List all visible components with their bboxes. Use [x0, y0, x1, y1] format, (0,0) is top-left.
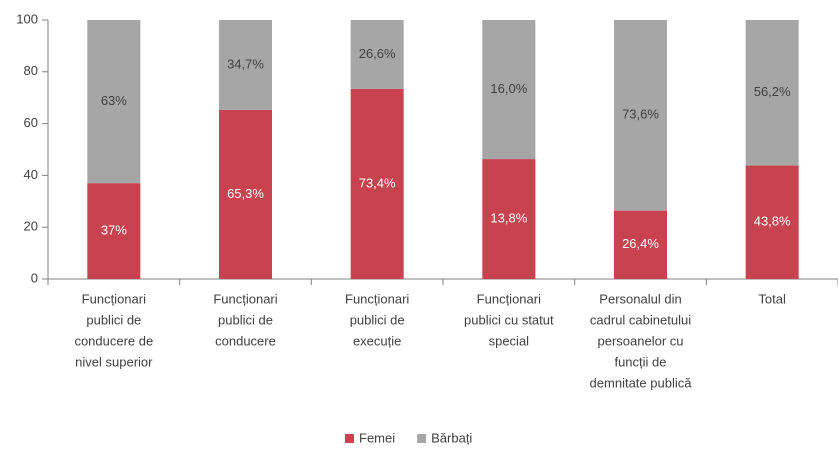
bar-segment — [482, 159, 536, 279]
data-label: 13,8% — [490, 210, 527, 225]
y-tick-label: 100 — [16, 11, 38, 26]
data-label: 56,2% — [754, 84, 791, 99]
legend-label: Femei — [359, 430, 395, 445]
x-tick-label: Funcționari — [477, 291, 541, 306]
data-label: 65,3% — [227, 186, 264, 201]
data-label: 73,4% — [359, 175, 396, 190]
bar-segment — [350, 20, 404, 89]
x-tick-label: Funcționari — [82, 291, 146, 306]
bar-segment — [219, 20, 272, 110]
x-tick-label: Personalul din — [599, 291, 681, 306]
y-tick-label: 20 — [24, 219, 38, 234]
bar-segment — [350, 88, 404, 279]
data-label: 26,4% — [622, 236, 659, 251]
y-tick-label: 60 — [24, 115, 38, 130]
bar-segment — [87, 183, 141, 279]
x-tick-label: conducere de — [74, 333, 153, 348]
x-tick-label: nivel superior — [75, 354, 153, 369]
bar-segment — [745, 165, 799, 279]
bar-segment — [482, 20, 536, 160]
bar-segment — [614, 20, 667, 211]
bar-segment — [87, 20, 141, 184]
data-label: 37% — [101, 223, 127, 238]
y-tick-label: 40 — [24, 167, 38, 182]
x-tick-label: cadrul cabinetului — [590, 312, 691, 327]
data-label: 63% — [101, 93, 127, 108]
x-tick-label: Funcționari — [213, 291, 277, 306]
data-label: 34,7% — [227, 56, 264, 71]
y-tick-label: 0 — [31, 270, 38, 285]
legend-swatch — [417, 434, 427, 443]
x-tick-label: special — [489, 333, 530, 348]
y-tick-label: 80 — [24, 63, 38, 78]
data-label: 26,6% — [359, 46, 396, 61]
data-label: 73,6% — [622, 107, 659, 122]
data-label: 16,0% — [490, 81, 527, 96]
bar-segment — [614, 210, 667, 279]
x-tick-label: publici cu statut — [464, 312, 554, 327]
legend-label: Bărbați — [431, 430, 472, 445]
x-tick-label: execuție — [353, 333, 401, 348]
x-tick-label: funcții de — [614, 354, 666, 369]
x-tick-label: publici de — [86, 312, 141, 327]
x-tick-label: publici de — [218, 312, 273, 327]
data-label: 43,8% — [754, 214, 791, 229]
legend-swatch — [345, 434, 354, 443]
x-tick-label: Funcționari — [345, 291, 409, 306]
x-tick-label: conducere — [215, 333, 276, 348]
x-tick-label: demnitate publică — [590, 375, 693, 390]
bar-segment — [219, 109, 272, 279]
x-tick-label: publici de — [350, 312, 405, 327]
x-tick-label: Total — [758, 291, 786, 306]
bar-segment — [745, 20, 799, 166]
x-tick-label: persoanelor cu — [598, 333, 684, 348]
